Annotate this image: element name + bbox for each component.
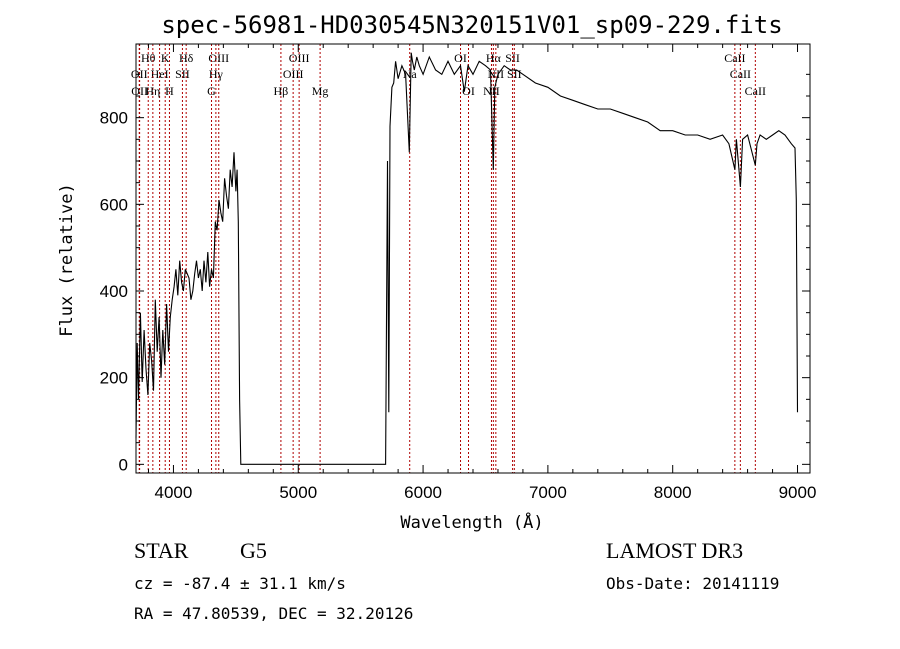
- line-label-6: SII: [175, 67, 190, 81]
- y-axis-label: Flux (relative): [57, 183, 77, 337]
- line-label-26: CaII: [745, 84, 766, 98]
- line-label-0: Hθ: [141, 51, 156, 65]
- x-tick-label-3: 7000: [529, 483, 567, 502]
- y-axis-ticks: 0 200 400 600 800: [100, 73, 810, 474]
- line-label-19: Hα: [486, 51, 502, 65]
- survey-name: LAMOST DR3: [606, 538, 744, 563]
- line-label-21: NII: [488, 67, 505, 81]
- line-label-14: OIII: [289, 51, 310, 65]
- line-label-25: CaII: [730, 67, 751, 81]
- line-label-24: CaII: [724, 51, 745, 65]
- line-label-9: OIII: [208, 51, 229, 65]
- observation-date: Obs-Date: 20141119: [606, 574, 780, 593]
- y-tick-label-1: 200: [100, 369, 128, 388]
- flux-line: [135, 52, 799, 465]
- line-label-12: Hβ: [274, 84, 289, 98]
- y-tick-label-0: 0: [119, 455, 128, 474]
- line-label-4: Hη: [145, 84, 160, 98]
- x-tick-label-5: 9000: [779, 483, 817, 502]
- line-label-17: OI: [454, 51, 467, 65]
- line-label-11: G: [207, 84, 216, 98]
- line-label-7: H: [165, 84, 174, 98]
- object-class: STAR: [134, 538, 189, 563]
- y-tick-label-2: 400: [100, 282, 128, 301]
- ra-dec-coordinates: RA = 47.80539, DEC = 32.20126: [134, 604, 414, 623]
- x-tick-label-2: 6000: [404, 483, 442, 502]
- object-subclass: G5: [240, 538, 267, 563]
- y-tick-label-4: 800: [100, 109, 128, 128]
- line-label-10: Hγ: [209, 67, 224, 81]
- line-label-16: Na: [403, 67, 418, 81]
- y-tick-label-3: 600: [100, 195, 128, 214]
- line-label-22: SII: [505, 51, 520, 65]
- flux-series: [135, 52, 799, 465]
- x-tick-label-1: 5000: [279, 483, 317, 502]
- x-axis-label: Wavelength (Å): [400, 511, 543, 533]
- emission-line-markers: HθOIIOIIHeIHηKSIIHHδOIIIHγGHβOIIIOIIIMgN…: [131, 44, 766, 473]
- line-label-5: K: [161, 51, 170, 65]
- plot-frame: [135, 43, 811, 474]
- redshift-cz: cz = -87.4 ± 31.1 km/s: [134, 574, 346, 593]
- line-label-13: OIII: [283, 67, 304, 81]
- x-tick-label-0: 4000: [155, 483, 193, 502]
- line-label-2: OII: [131, 84, 148, 98]
- x-tick-label-4: 8000: [654, 483, 692, 502]
- line-label-15: Mg: [312, 84, 329, 98]
- line-label-8: Hδ: [179, 51, 194, 65]
- x-axis-ticks: 4000 5000 6000 7000 8000 9000: [147, 44, 817, 502]
- chart-title: spec-56981-HD030545N320151V01_sp09-229.f…: [161, 11, 782, 39]
- line-label-3: HeI: [151, 67, 169, 81]
